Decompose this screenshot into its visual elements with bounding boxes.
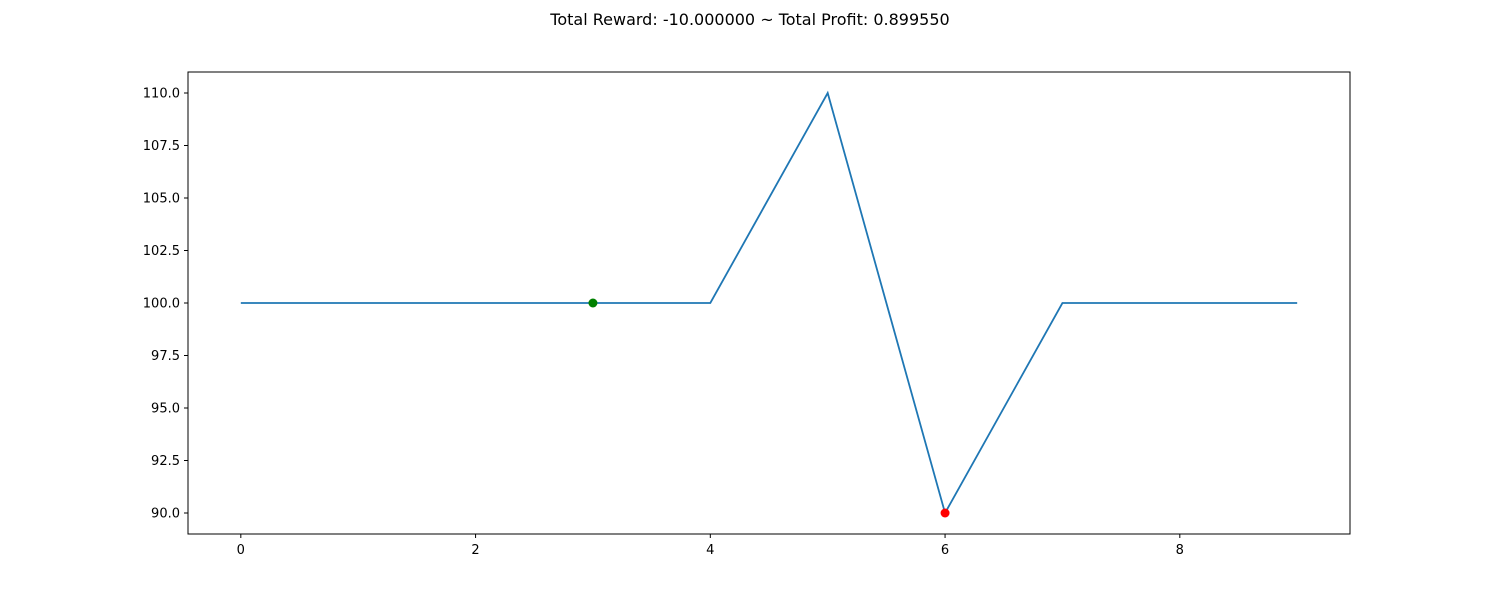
y-tick-label: 97.5 (151, 349, 180, 364)
y-tick-label: 90.0 (151, 507, 180, 522)
y-axis: 90.0 92.5 95.0 97.5 100.0 102.5 105.0 107.5 110.… (143, 87, 188, 522)
y-tick-label: 110.0 (143, 87, 180, 102)
x-tick-label: 0 (237, 543, 245, 558)
y-tick-label: 100.0 (143, 297, 180, 312)
buy-marker (588, 298, 598, 308)
y-tick-label: 105.0 (143, 192, 180, 207)
chart-title: Total Reward: -10.000000 ~ Total Profit:… (550, 10, 950, 29)
x-tick-label: 4 (706, 543, 714, 558)
x-tick-label: 2 (471, 543, 479, 558)
plot-frame (187, 71, 1351, 535)
sell-marker (940, 508, 950, 518)
x-axis: 0 2 4 6 8 (237, 534, 1184, 558)
x-tick-label: 6 (941, 543, 949, 558)
y-tick-label: 92.5 (151, 454, 180, 469)
y-tick-label: 95.0 (151, 402, 180, 417)
y-tick-label: 102.5 (143, 244, 180, 259)
y-tick-label: 107.5 (143, 139, 180, 154)
trade-markers (588, 298, 950, 518)
x-tick-label: 8 (1176, 543, 1184, 558)
price-series-line (240, 90, 1298, 516)
